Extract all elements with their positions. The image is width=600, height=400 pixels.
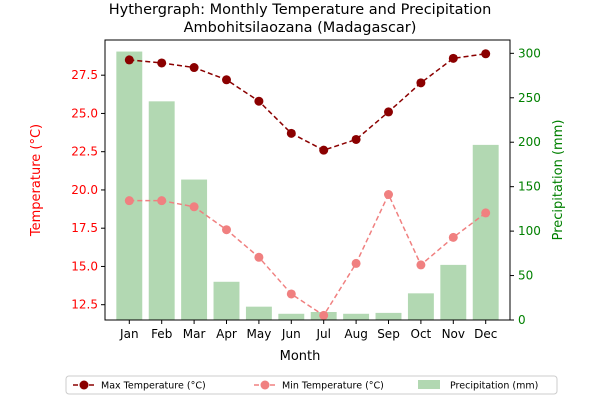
right-tick-label: 100: [518, 224, 541, 238]
min-temp-point-jan: [124, 196, 134, 206]
right-tick-label: 50: [518, 269, 533, 283]
min-temp-point-jun: [286, 289, 296, 299]
left-tick-label: 20.0: [71, 183, 98, 197]
min-temp-point-mar: [189, 202, 199, 212]
precip-bar-sep: [375, 312, 402, 320]
right-y-axis-label: Precipitation (mm): [551, 120, 566, 241]
x-tick-label-apr: Apr: [216, 327, 237, 341]
precip-bar-may: [245, 306, 272, 320]
temperature-lines: [124, 49, 491, 320]
precipitation-bars: [116, 51, 499, 321]
min-temp-point-apr: [222, 225, 231, 235]
max-temp-line: [129, 53, 486, 151]
legend-min-temp-swatch-marker: [260, 380, 270, 390]
min-temp-point-aug: [351, 258, 361, 268]
x-tick-label-nov: Nov: [442, 327, 465, 341]
right-tick-label: 250: [518, 91, 541, 105]
max-temp-point-jun: [286, 128, 296, 138]
legend-precip-label: Precipitation (mm): [450, 381, 538, 392]
chart-title-line2: Ambohitsilaozana (Madagascar): [184, 20, 417, 36]
max-temp-point-dec: [481, 49, 491, 59]
x-tick-label-sep: Sep: [377, 327, 400, 341]
chart-title-line1: Hythergraph: Monthly Temperature and Pre…: [109, 2, 492, 18]
legend-min-temp-label: Min Temperature (°C): [282, 381, 384, 392]
precip-bar-apr: [213, 281, 240, 320]
max-temp-point-jan: [124, 55, 134, 65]
precip-bar-jun: [278, 313, 305, 320]
x-tick-label-may: May: [246, 327, 271, 341]
x-tick-label-feb: Feb: [151, 327, 172, 341]
precip-bar-jan: [116, 51, 143, 321]
x-tick-label-aug: Aug: [344, 327, 367, 341]
precip-bar-feb: [148, 101, 175, 320]
precip-bar-nov: [440, 264, 467, 320]
right-tick-label: 200: [518, 135, 541, 149]
precip-bar-aug: [343, 313, 370, 320]
max-temp-point-apr: [222, 75, 231, 85]
right-tick-label: 0: [518, 313, 526, 327]
x-axis-label: Month: [280, 349, 321, 364]
legend-precip-swatch: [418, 380, 440, 389]
min-temp-line: [129, 192, 487, 317]
min-temp-point-dec: [481, 208, 491, 218]
left-y-axis: 12.5 15.0 17.5 20.0 22.5 25.0 27.5: [71, 68, 105, 312]
left-tick-label: 27.5: [71, 68, 98, 82]
max-temp-point-oct: [416, 78, 426, 88]
min-temp-point-sep: [384, 190, 393, 200]
right-tick-label: 150: [518, 180, 541, 194]
min-temp-point-nov: [448, 232, 458, 242]
max-temp-point-jul: [319, 145, 329, 155]
min-temp-point-oct: [416, 260, 426, 270]
right-y-axis: 0 50 100 150 200 250 300: [510, 46, 541, 327]
max-temp-point-nov: [448, 53, 458, 63]
max-temp-point-mar: [189, 63, 199, 73]
x-axis: Jan Feb Mar Apr May Jun Jul Aug Sep Oct Nov Dec: [119, 320, 497, 341]
left-tick-label: 12.5: [71, 298, 98, 312]
min-temp-point-feb: [157, 196, 167, 206]
legend-max-temp-label: Max Temperature (°C): [101, 381, 206, 392]
x-tick-label-jan: Jan: [119, 327, 139, 341]
left-tick-label: 17.5: [71, 221, 98, 235]
max-temp-point-may: [254, 96, 264, 106]
precip-bar-oct: [407, 293, 434, 320]
legend-max-temp-swatch-marker: [79, 380, 89, 390]
right-tick-label: 300: [518, 46, 541, 60]
left-tick-label: 15.0: [71, 259, 98, 273]
x-tick-label-jun: Jun: [281, 327, 301, 341]
x-tick-label-mar: Mar: [183, 327, 206, 341]
left-tick-label: 22.5: [71, 145, 98, 159]
x-tick-label-jul: Jul: [315, 327, 330, 341]
min-temp-point-jul: [319, 310, 329, 320]
precip-bar-mar: [181, 179, 208, 320]
x-tick-label-oct: Oct: [411, 327, 432, 341]
precip-bar-dec: [472, 144, 499, 320]
plot-area-frame: [104, 39, 511, 321]
max-temp-point-aug: [351, 134, 361, 144]
x-tick-label-dec: Dec: [474, 327, 497, 341]
left-y-axis-label: Temperature (°C): [29, 124, 44, 237]
left-tick-label: 25.0: [71, 106, 98, 120]
legend: Max Temperature (°C) Min Temperature (°C…: [65, 375, 558, 395]
min-temp-point-may: [254, 252, 264, 262]
max-temp-point-feb: [157, 58, 167, 68]
max-temp-point-sep: [384, 107, 393, 117]
